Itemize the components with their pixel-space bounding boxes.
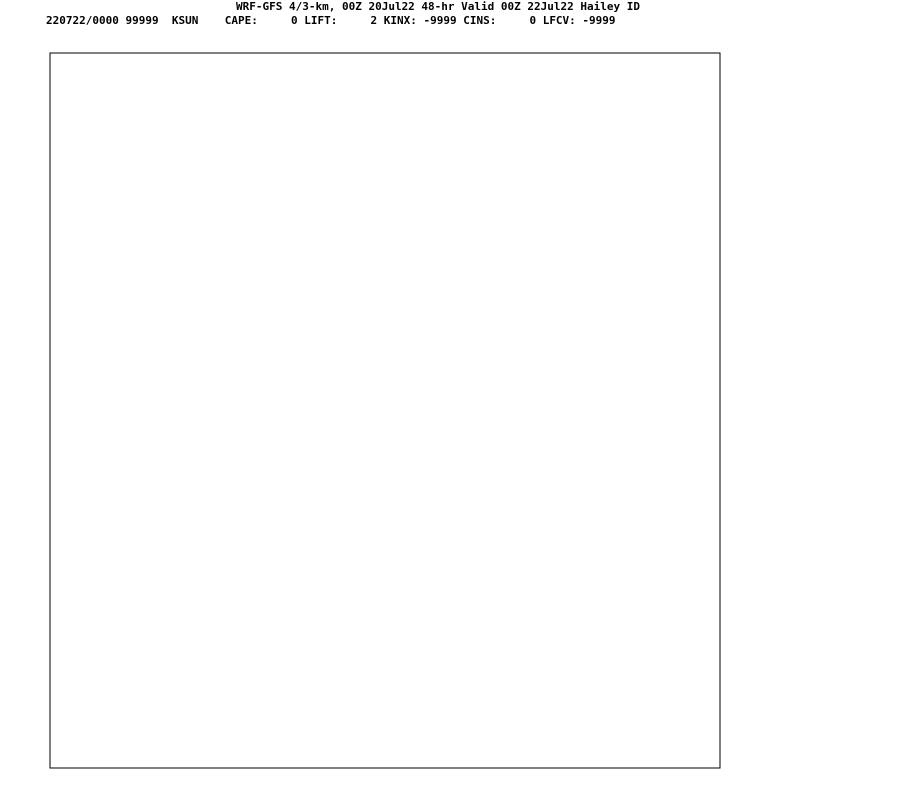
pressure-temperature-grid xyxy=(49,52,721,769)
station-indices-line: 220722/0000 99999 KSUN CAPE: 0 LIFT: 2 K… xyxy=(46,14,616,27)
chart-title: WRF-GFS 4/3-km, 00Z 20Jul22 48-hr Valid … xyxy=(236,0,640,13)
axis-tick-labels: -50-40-30-20-100102030404005006007008009… xyxy=(14,0,900,792)
plot-frame xyxy=(49,52,721,769)
